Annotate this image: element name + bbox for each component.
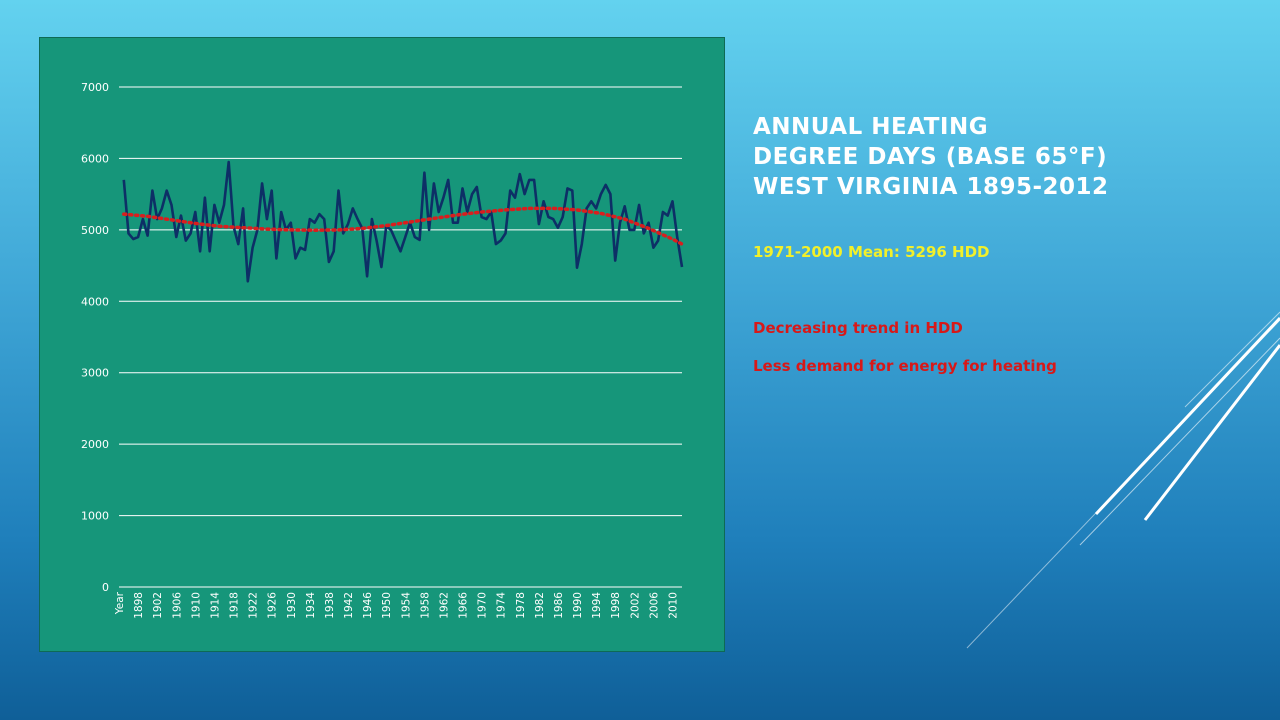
x-tick-label: 1978 xyxy=(515,592,527,619)
x-tick-label: 1918 xyxy=(229,592,241,619)
x-tick-label: 1942 xyxy=(343,592,355,619)
y-tick-label: 0 xyxy=(102,581,109,594)
x-tick-label: 1922 xyxy=(248,592,260,619)
x-tick-label: Year xyxy=(114,591,126,615)
x-tick-label: 1926 xyxy=(267,592,279,619)
title-line: DEGREE DAYS (BASE 65°F) xyxy=(753,144,1108,170)
x-tick-label: 1938 xyxy=(324,592,336,619)
x-tick-label: 1966 xyxy=(458,592,470,619)
y-tick-label: 2000 xyxy=(81,438,109,451)
x-tick-label: 1930 xyxy=(286,592,298,619)
x-tick-label: 1902 xyxy=(152,592,164,619)
trend-note: Decreasing trend in HDD xyxy=(753,319,963,337)
x-tick-label: 1974 xyxy=(496,592,508,619)
x-tick-label: 1970 xyxy=(477,592,489,619)
chart-panel: 0 1000 2000 3000 4000 5000 6000 7000 Year 1898 190… xyxy=(39,37,725,652)
trend-line xyxy=(122,206,684,246)
x-tick-label: 1982 xyxy=(534,592,546,619)
hdd-line-chart: 0 1000 2000 3000 4000 5000 6000 7000 Year 1898 190… xyxy=(81,81,684,619)
title-line: ANNUAL HEATING xyxy=(753,114,989,140)
x-tick-label: 1958 xyxy=(419,592,431,619)
x-tick-label: 1914 xyxy=(209,592,221,619)
annual-hdd-line xyxy=(122,160,684,283)
x-tick-label: 1934 xyxy=(305,592,317,619)
y-tick-label: 4000 xyxy=(81,295,109,308)
slide-title: ANNUAL HEATING DEGREE DAYS (BASE 65°F) W… xyxy=(753,112,1233,202)
y-tick-label: 3000 xyxy=(81,367,109,380)
y-tick-label: 5000 xyxy=(81,224,109,237)
x-tick-label: 1994 xyxy=(591,592,603,619)
y-tick-label: 1000 xyxy=(81,510,109,523)
x-tick-label: 2006 xyxy=(648,592,660,619)
x-tick-label: 1990 xyxy=(572,592,584,619)
x-tick-label: 1986 xyxy=(553,592,565,619)
x-tick-label: 1962 xyxy=(438,592,450,619)
x-tick-label: 1898 xyxy=(133,592,145,619)
x-tick-label: 2010 xyxy=(667,592,679,619)
x-tick-label: 1950 xyxy=(381,592,393,619)
mean-hdd-text: 1971-2000 Mean: 5296 HDD xyxy=(753,243,990,261)
title-line: WEST VIRGINIA 1895-2012 xyxy=(753,174,1109,200)
y-tick-label: 7000 xyxy=(81,81,109,94)
demand-note: Less demand for energy for heating xyxy=(753,357,1057,375)
y-tick-label: 6000 xyxy=(81,152,109,165)
x-tick-label: 1998 xyxy=(610,592,622,619)
x-tick-label: 1906 xyxy=(171,592,183,619)
x-tick-label: 1954 xyxy=(400,592,412,619)
x-tick-label: 2002 xyxy=(629,592,641,619)
x-tick-label: 1946 xyxy=(362,592,374,619)
x-tick-label: 1910 xyxy=(190,592,202,619)
